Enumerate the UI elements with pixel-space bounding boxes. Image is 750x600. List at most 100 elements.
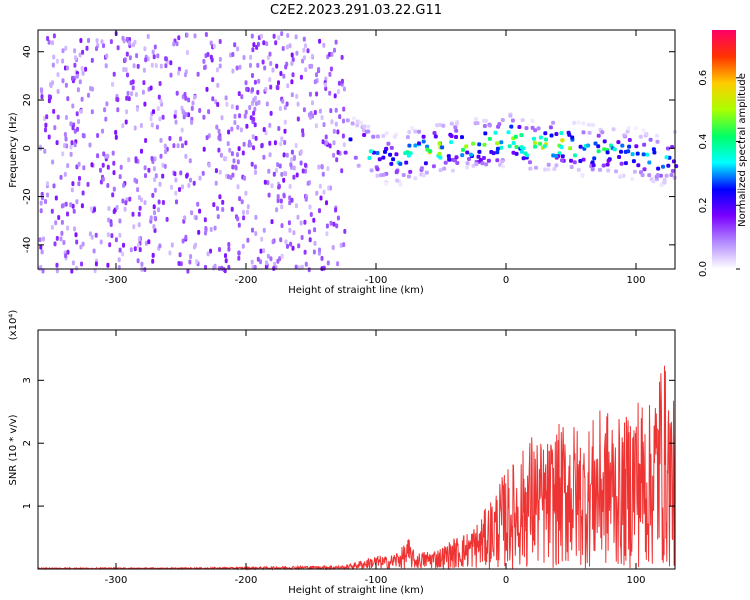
- heatmap-cell: [61, 151, 65, 157]
- heatmap-cell: [394, 170, 399, 175]
- heatmap-cell: [257, 78, 261, 84]
- heatmap-cell: [124, 200, 128, 206]
- heatmap-cell: [289, 157, 293, 163]
- heatmap-cell: [269, 84, 273, 90]
- heatmap-cell: [90, 57, 94, 63]
- heatmap-cell: [627, 144, 632, 149]
- heatmap-cell: [216, 214, 220, 220]
- heatmap-cell: [153, 228, 157, 233]
- heatmap-cell: [641, 128, 646, 133]
- heatmap-cell: [105, 53, 109, 59]
- heatmap-cell: [60, 219, 64, 225]
- heatmap-cell: [534, 165, 538, 170]
- heatmap-cell: [292, 154, 296, 160]
- heatmap-cell: [285, 44, 289, 50]
- heatmap-cell: [587, 130, 592, 135]
- heatmap-cell: [127, 96, 131, 102]
- heatmap-cell: [223, 268, 227, 274]
- heatmap-cell: [254, 214, 258, 220]
- heatmap-cell: [528, 166, 533, 171]
- heatmap-cell: [238, 64, 242, 70]
- heatmap-cell: [413, 143, 418, 148]
- heatmap-cell: [52, 183, 56, 189]
- heatmap-cell: [299, 149, 303, 155]
- heatmap-cell: [271, 67, 275, 73]
- heatmap-cell: [159, 153, 163, 159]
- heatmap-cell: [133, 39, 137, 45]
- heatmap-cell: [106, 262, 110, 268]
- heatmap-cell: [236, 184, 240, 190]
- heatmap-cell: [651, 179, 656, 184]
- heatmap-cell: [236, 159, 240, 165]
- spectrogram-frame: [37, 29, 676, 270]
- heatmap-cell: [304, 196, 308, 202]
- heatmap-cell: [493, 130, 498, 135]
- heatmap-cell: [77, 181, 81, 187]
- heatmap-cell: [340, 168, 344, 174]
- heatmap-cell: [335, 157, 339, 163]
- heatmap-cell: [231, 52, 235, 57]
- heatmap-cell: [150, 156, 154, 161]
- heatmap-cell: [163, 143, 167, 149]
- heatmap-cell: [146, 56, 150, 62]
- heatmap-cell: [538, 135, 543, 140]
- heatmap-cell: [52, 33, 56, 39]
- heatmap-cell: [343, 228, 347, 234]
- heatmap-cell: [266, 55, 270, 61]
- heatmap-cell: [511, 141, 516, 145]
- heatmap-cell: [149, 85, 153, 91]
- heatmap-cell: [276, 194, 280, 200]
- heatmap-cell: [196, 71, 200, 77]
- heatmap-cell: [221, 207, 225, 212]
- heatmap-cell: [250, 161, 254, 167]
- heatmap-cell: [135, 53, 139, 59]
- heatmap-cell: [138, 247, 142, 253]
- heatmap-cell: [188, 259, 192, 265]
- heatmap-cell: [454, 135, 458, 139]
- heatmap-cell: [392, 134, 397, 139]
- heatmap-cell: [519, 145, 524, 150]
- heatmap-cell: [149, 116, 153, 122]
- heatmap-cell: [441, 123, 446, 128]
- heatmap-cell: [123, 57, 127, 63]
- heatmap-cell: [341, 133, 345, 139]
- heatmap-cell: [465, 150, 470, 155]
- heatmap-cell: [71, 260, 75, 266]
- heatmap-cell: [221, 199, 225, 205]
- colorbar-ticks: 0.0 0.2 0.4 0.6: [698, 70, 740, 277]
- heatmap-cell: [375, 167, 380, 172]
- heatmap-cell: [159, 63, 163, 69]
- heatmap-cell: [40, 195, 44, 201]
- heatmap-cell: [240, 94, 244, 100]
- heatmap-cell: [263, 179, 267, 185]
- heatmap-cell: [616, 140, 621, 145]
- colorbar-tick-label: 0.6: [698, 70, 709, 86]
- heatmap-cell: [474, 162, 479, 166]
- heatmap-cell: [102, 43, 105, 49]
- heatmap-cell: [42, 236, 45, 242]
- heatmap-cell: [655, 139, 660, 144]
- heatmap-cell: [249, 54, 253, 60]
- heatmap-cell: [253, 122, 257, 128]
- heatmap-cell: [659, 183, 664, 188]
- heatmap-cell: [330, 51, 334, 57]
- heatmap-cell: [638, 134, 643, 139]
- heatmap-cell: [495, 146, 500, 151]
- heatmap-cell: [81, 70, 85, 76]
- heatmap-cell: [268, 152, 272, 158]
- heatmap-cell: [153, 156, 157, 162]
- heatmap-cell: [161, 173, 165, 179]
- heatmap-cell: [205, 86, 209, 92]
- colorbar-tick-label: 0.2: [698, 197, 709, 213]
- heatmap-cell: [47, 98, 51, 104]
- heatmap-cell: [256, 41, 260, 47]
- heatmap-cell: [170, 242, 174, 248]
- heatmap-cell: [640, 173, 645, 178]
- heatmap-cell: [213, 263, 217, 269]
- heatmap-cell: [229, 52, 232, 58]
- heatmap-cell: [153, 215, 157, 221]
- heatmap-cell: [228, 147, 232, 153]
- heatmap-cell: [248, 139, 251, 145]
- heatmap-cell: [280, 253, 284, 259]
- heatmap-cell: [73, 62, 77, 68]
